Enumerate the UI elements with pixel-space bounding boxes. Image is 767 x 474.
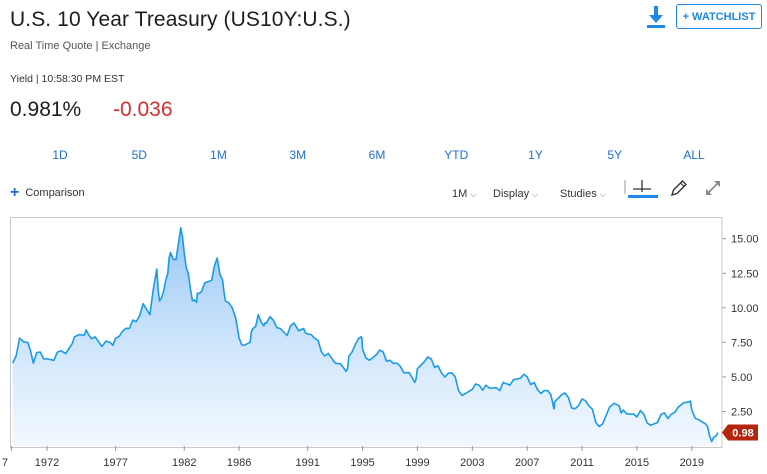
x-tick-label: 1999: [405, 457, 429, 469]
comparison-label: Comparison: [25, 187, 85, 199]
quote-source: Real Time Quote | Exchange: [10, 40, 151, 52]
display-label: Display: [493, 188, 530, 200]
comparison-button[interactable]: + Comparison: [10, 184, 85, 201]
display-dropdown[interactable]: Display ⌵: [493, 188, 538, 200]
studies-dropdown[interactable]: Studies ⌵: [560, 188, 606, 200]
crosshair-icon[interactable]: [624, 180, 658, 203]
last-price: 0.981%: [10, 98, 82, 121]
pencil-icon[interactable]: [669, 178, 689, 203]
x-tick-label: 1982: [172, 457, 196, 469]
price-change: -0.036: [113, 98, 173, 121]
range-selector: 1D 5D 1M 3M 6M YTD 1Y 5Y ALL: [10, 148, 722, 162]
range-1y[interactable]: 1Y: [528, 148, 543, 162]
range-1d[interactable]: 1D: [52, 148, 68, 162]
range-ytd[interactable]: YTD: [444, 148, 469, 162]
interval-dropdown[interactable]: 1M ⌵: [452, 188, 476, 200]
x-tick-label: 1972: [35, 457, 59, 469]
x-tick-label: 2003: [460, 457, 484, 469]
chevron-down-icon: ⌵: [532, 190, 539, 199]
x-tick-label: 1986: [227, 457, 251, 469]
series-line: [11, 226, 719, 443]
interval-label: 1M: [452, 188, 468, 200]
x-tick-label: 1991: [295, 457, 319, 469]
y-tick-label: 7.50: [731, 337, 752, 349]
range-1m[interactable]: 1M: [210, 148, 227, 162]
last-value-label: 0.98: [732, 427, 753, 439]
range-all[interactable]: ALL: [683, 148, 705, 162]
x-tick-label: 2015: [625, 457, 649, 469]
chevron-down-icon: ⌵: [599, 190, 606, 199]
x-tick-label: 7: [2, 457, 8, 469]
chevron-down-icon: ⌵: [470, 190, 477, 199]
x-tick-label: 2011: [570, 457, 594, 469]
y-tick-label: 15.00: [731, 234, 759, 246]
price-chart-area[interactable]: [10, 217, 722, 448]
last-value-badge: [722, 424, 758, 441]
range-5y[interactable]: 5Y: [607, 148, 623, 162]
range-5d[interactable]: 5D: [131, 148, 147, 162]
expand-icon[interactable]: [703, 178, 723, 203]
plus-icon: +: [10, 184, 20, 201]
x-tick-label: 1995: [350, 457, 374, 469]
range-6m[interactable]: 6M: [368, 148, 386, 162]
x-tick-label: 2019: [680, 457, 704, 469]
download-icon[interactable]: [644, 4, 668, 30]
add-to-watchlist-button[interactable]: + WATCHLIST: [676, 4, 762, 29]
y-tick-label: 2.50: [731, 406, 752, 418]
quote-timestamp: Yield | 10:58:30 PM EST: [10, 73, 125, 85]
x-tick-label: 1977: [103, 457, 127, 469]
y-tick-label: 5.00: [731, 372, 752, 384]
studies-label: Studies: [560, 188, 597, 200]
x-tick-label: 2007: [515, 457, 539, 469]
y-tick-label: 12.50: [731, 268, 759, 280]
y-tick-label: 10.00: [731, 303, 759, 315]
range-3m[interactable]: 3M: [289, 148, 307, 162]
page-title: U.S. 10 Year Treasury (US10Y:U.S.): [10, 8, 351, 31]
